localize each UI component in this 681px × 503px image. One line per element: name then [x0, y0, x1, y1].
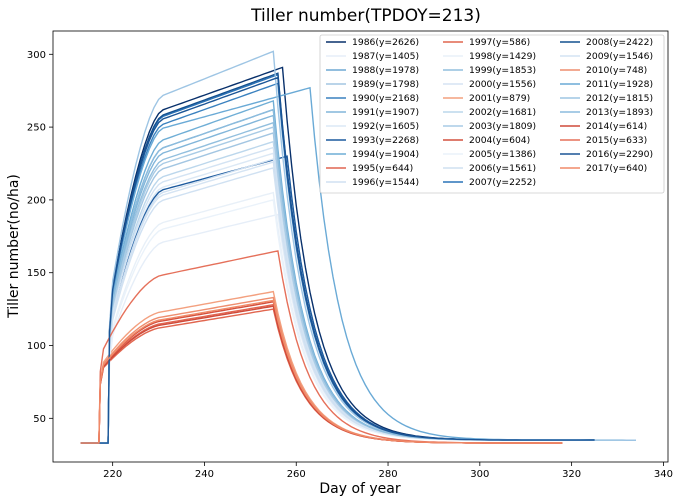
legend-entry: 1994(y=1904) — [352, 149, 419, 160]
legend-entry: 2012(y=1815) — [586, 93, 653, 104]
legend-entry: 2007(y=2252) — [469, 177, 536, 188]
legend-entry: 2014(y=614) — [586, 121, 647, 132]
legend-entry: 2009(y=1546) — [586, 51, 653, 62]
y-tick-label: 200 — [27, 195, 46, 206]
legend-entry: 2003(y=1809) — [469, 121, 536, 132]
legend-entry: 2001(y=879) — [469, 93, 530, 104]
legend-entry: 2002(y=1681) — [469, 107, 536, 118]
y-tick-label: 50 — [33, 414, 46, 425]
x-tick-label: 240 — [195, 469, 214, 480]
legend-entry: 1992(y=1605) — [352, 121, 419, 132]
legend-entry: 2006(y=1561) — [469, 163, 536, 174]
legend-entry: 2010(y=748) — [586, 65, 647, 76]
y-tick-label: 150 — [27, 268, 46, 279]
x-tick-label: 320 — [562, 469, 581, 480]
series-line — [80, 299, 563, 444]
x-axis-label: Day of year — [319, 481, 401, 497]
x-axis-ticks: 220 240 260 280 300 320 340 — [103, 462, 673, 480]
legend-entry: 1995(y=644) — [352, 163, 413, 174]
legend-entry: 2013(y=1893) — [586, 107, 653, 118]
legend-entry: 1996(y=1544) — [352, 177, 419, 188]
legend-entry: 1988(y=1978) — [352, 65, 419, 76]
legend-entry: 2008(y=2422) — [586, 37, 653, 48]
legend-entry: 2000(y=1556) — [469, 79, 536, 90]
x-tick-label: 300 — [470, 469, 489, 480]
legend-entry: 2004(y=604) — [469, 135, 530, 146]
legend-entry: 2011(y=1928) — [586, 79, 653, 90]
y-tick-label: 250 — [27, 123, 46, 134]
chart-title: Tiller number(TPDOY=213) — [250, 6, 481, 26]
legend-entry: 1999(y=1853) — [469, 65, 536, 76]
legend-entry: 2017(y=640) — [586, 163, 647, 174]
x-tick-label: 340 — [654, 469, 673, 480]
y-tick-label: 100 — [27, 341, 46, 352]
legend-entry: 1986(y=2626) — [352, 37, 419, 48]
legend-entry: 1987(y=1405) — [352, 51, 419, 62]
y-axis-label: Tiller number(no/ha) — [6, 174, 22, 319]
legend-entry: 1998(y=1429) — [469, 51, 536, 62]
y-tick-label: 300 — [27, 50, 46, 61]
legend-entry: 2015(y=633) — [586, 135, 647, 146]
y-axis-ticks: 50 100 150 200 250 300 — [27, 50, 53, 425]
legend-entry: 1993(y=2268) — [352, 135, 419, 146]
series-line — [80, 76, 595, 444]
legend-entry: 2005(y=1386) — [469, 149, 536, 160]
legend-entry: 1990(y=2168) — [352, 93, 419, 104]
legend-entry: 2016(y=2290) — [586, 149, 653, 160]
legend-entry: 1991(y=1907) — [352, 107, 419, 118]
x-tick-label: 260 — [287, 469, 306, 480]
legend: 1986(y=2626) 1987(y=1405) 1988(y=1978) 1989… — [319, 34, 665, 194]
x-tick-label: 220 — [103, 469, 122, 480]
x-tick-label: 280 — [378, 469, 397, 480]
legend-entry: 1997(y=586) — [469, 37, 530, 48]
legend-entry: 1989(y=1798) — [352, 79, 419, 90]
series-lines — [80, 50, 636, 444]
